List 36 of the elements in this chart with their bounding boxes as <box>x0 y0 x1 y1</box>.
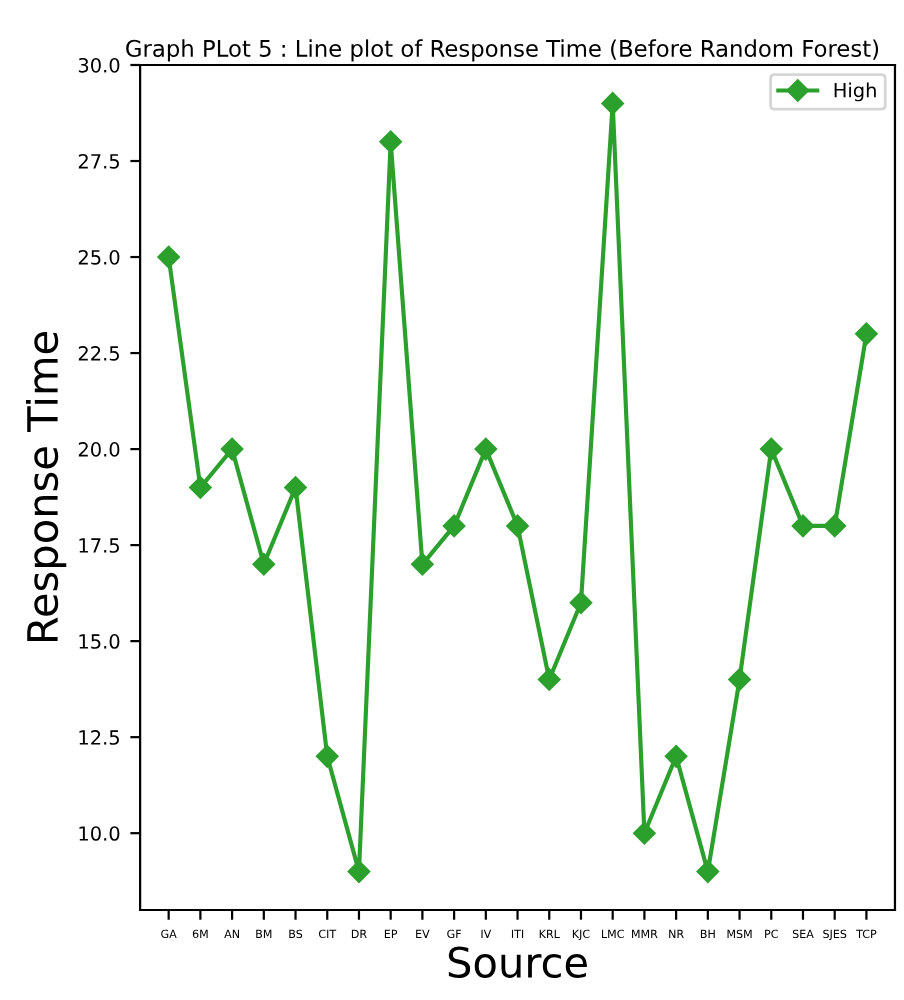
point <box>411 553 434 576</box>
y-tick-label: 25.0 <box>78 250 120 265</box>
y-tick-label: 22.5 <box>78 346 119 361</box>
point <box>474 437 498 461</box>
point <box>728 668 751 691</box>
point <box>379 130 402 154</box>
point <box>696 860 720 883</box>
chart-title: Graph PLot 5 : Line plot of Response Time (Before Random Forest) <box>126 39 879 62</box>
point <box>791 514 815 538</box>
y-tick-label: 10.0 <box>79 826 120 841</box>
y-tick-label: 20.0 <box>78 442 120 457</box>
point <box>633 821 656 845</box>
point <box>664 745 688 768</box>
point <box>601 92 624 115</box>
point <box>347 860 371 883</box>
point <box>157 245 180 269</box>
y-tick-label: 17.5 <box>79 538 119 553</box>
point <box>316 745 339 768</box>
y-tick-label: 27.5 <box>78 153 119 169</box>
y-tick-label: 30.0 <box>78 57 120 73</box>
point <box>823 514 846 538</box>
point <box>442 514 466 538</box>
point <box>252 553 276 576</box>
point <box>569 591 593 614</box>
y-tick-label: 15.0 <box>79 634 120 649</box>
point <box>855 322 878 346</box>
point <box>506 514 529 538</box>
y-tick-label: 12.5 <box>79 730 119 745</box>
legend-label: High <box>834 82 876 102</box>
point <box>760 437 783 461</box>
point <box>189 476 212 499</box>
x-axis-title: Source <box>448 946 587 979</box>
point <box>220 437 244 461</box>
point <box>538 668 561 691</box>
y-axis-title: Response Time <box>25 332 67 642</box>
point <box>284 476 307 499</box>
